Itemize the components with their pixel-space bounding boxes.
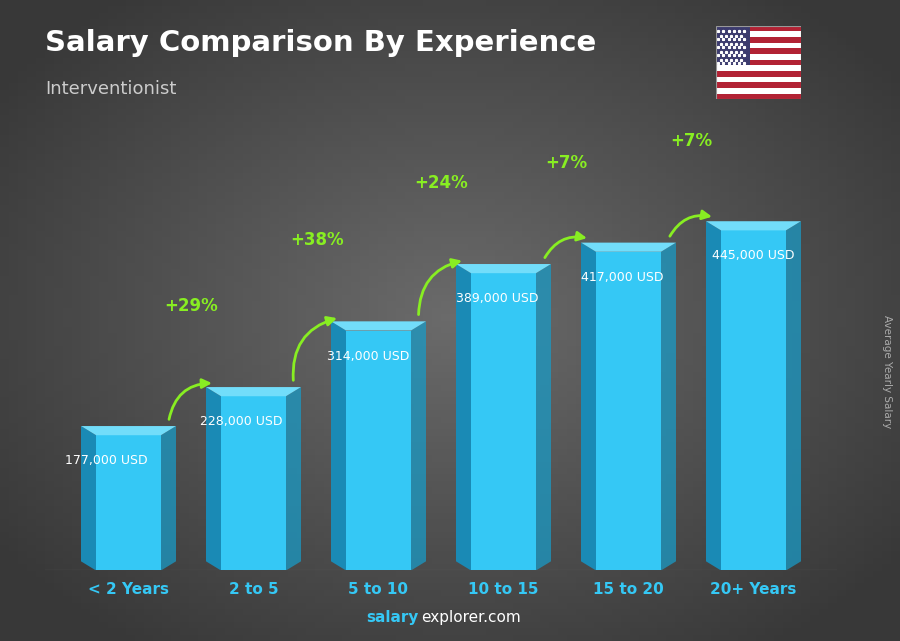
Bar	[596, 252, 661, 570]
Polygon shape	[456, 264, 551, 273]
Polygon shape	[161, 426, 176, 570]
Bar	[716, 26, 750, 65]
Text: Salary Comparison By Experience: Salary Comparison By Experience	[45, 29, 596, 57]
Polygon shape	[286, 387, 301, 570]
Bar	[716, 60, 801, 65]
Text: +38%: +38%	[290, 231, 344, 249]
Bar	[716, 71, 801, 77]
Bar	[471, 273, 536, 570]
Bar	[716, 54, 801, 60]
Polygon shape	[581, 242, 676, 252]
Bar	[716, 88, 801, 94]
Text: +7%: +7%	[545, 154, 588, 172]
Text: +29%: +29%	[165, 297, 219, 315]
Bar	[716, 82, 801, 88]
Polygon shape	[786, 221, 801, 570]
Bar	[96, 435, 161, 570]
Polygon shape	[456, 264, 471, 570]
Text: 228,000 USD: 228,000 USD	[200, 415, 283, 428]
Polygon shape	[331, 321, 426, 331]
Text: 177,000 USD: 177,000 USD	[65, 454, 148, 467]
Polygon shape	[331, 321, 346, 570]
Polygon shape	[706, 221, 801, 230]
Polygon shape	[706, 221, 721, 570]
Polygon shape	[661, 242, 676, 570]
Polygon shape	[206, 387, 301, 396]
Polygon shape	[81, 426, 96, 570]
Text: +24%: +24%	[415, 174, 469, 192]
Polygon shape	[536, 264, 551, 570]
Bar	[716, 77, 801, 82]
Bar	[716, 43, 801, 48]
Bar	[721, 230, 786, 570]
Polygon shape	[411, 321, 426, 570]
Polygon shape	[206, 387, 221, 570]
Text: 417,000 USD: 417,000 USD	[581, 271, 663, 284]
Bar	[716, 31, 801, 37]
Text: 445,000 USD: 445,000 USD	[712, 249, 795, 262]
Bar	[716, 26, 801, 31]
Text: 389,000 USD: 389,000 USD	[456, 292, 538, 305]
Text: Interventionist: Interventionist	[45, 80, 176, 98]
Bar	[716, 37, 801, 43]
Text: 314,000 USD: 314,000 USD	[328, 349, 410, 363]
Text: +7%: +7%	[670, 133, 713, 151]
Bar	[716, 65, 801, 71]
Bar	[716, 48, 801, 54]
Text: salary: salary	[366, 610, 418, 625]
Text: Average Yearly Salary: Average Yearly Salary	[881, 315, 892, 428]
Polygon shape	[81, 426, 176, 435]
Bar	[716, 94, 801, 99]
Text: explorer.com: explorer.com	[421, 610, 521, 625]
Bar	[221, 396, 286, 570]
Bar	[346, 331, 411, 570]
Polygon shape	[581, 242, 596, 570]
